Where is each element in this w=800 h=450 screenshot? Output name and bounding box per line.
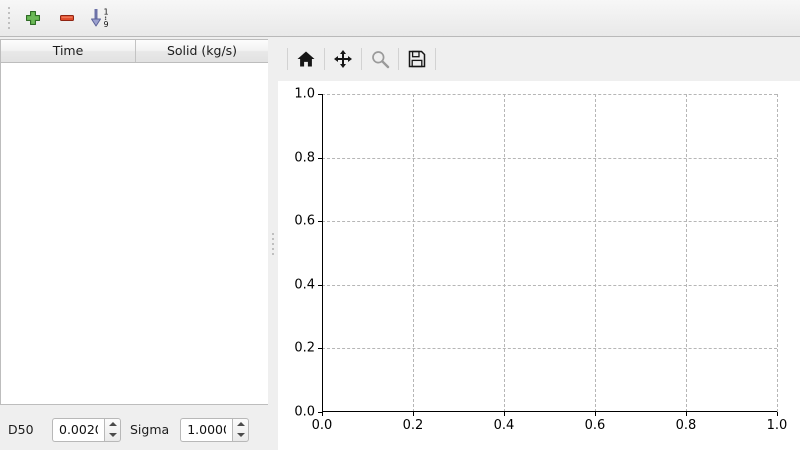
gridline-y-1.0: [322, 94, 777, 95]
table-toolbar: 1 9: [0, 0, 800, 37]
pan-move-icon: [334, 50, 352, 68]
x-ticklabel-0: 0.0: [311, 418, 333, 433]
plot-axes: 0.0 0.2 0.4 0.6 0.8 1.0 0.0 0.2 0.4 0: [294, 87, 787, 434]
pan-button[interactable]: [326, 43, 360, 75]
plus-icon: [26, 11, 40, 25]
x-tick-4: [686, 412, 687, 416]
svg-text:1: 1: [104, 8, 109, 17]
sigma-input[interactable]: [180, 417, 233, 442]
table-body[interactable]: [1, 63, 269, 404]
x-ticklabel-3: 0.6: [584, 418, 606, 433]
x-axis-spine: [322, 411, 777, 412]
y-ticklabel-0: 0.0: [294, 404, 315, 420]
column-header-solid[interactable]: Solid (kg/s): [136, 40, 269, 62]
toolbar-separator: [398, 48, 399, 70]
d50-label: D50: [8, 422, 34, 437]
d50-stepper[interactable]: [104, 417, 121, 442]
x-tick-5: [777, 412, 778, 416]
y-tick-4: [318, 157, 322, 159]
toolbar-separator: [435, 48, 436, 70]
x-tick-1: [413, 412, 414, 416]
gridline-x-0.4: [504, 94, 505, 412]
gridline-y-0.6: [322, 221, 777, 223]
data-table[interactable]: Time Solid (kg/s): [0, 39, 270, 405]
chevron-down-icon: [108, 433, 117, 437]
home-icon: [297, 51, 315, 67]
sigma-stepper[interactable]: [232, 417, 250, 442]
sigma-step-up[interactable]: [233, 419, 248, 430]
y-ticklabel-1: 0.2: [294, 340, 315, 356]
x-tick-3: [595, 412, 596, 416]
y-ticklabel-3: 0.6: [294, 213, 315, 229]
column-header-time[interactable]: Time: [1, 40, 136, 62]
sigma-spinbox[interactable]: [180, 417, 250, 442]
floppy-save-icon: [408, 50, 426, 68]
drag-handle[interactable]: [4, 5, 13, 31]
x-ticklabel-5: 1.0: [766, 418, 788, 433]
zoom-magnifier-icon: [372, 51, 390, 69]
x-ticklabel-1: 0.2: [402, 418, 424, 433]
toolbar-separator: [361, 48, 362, 70]
table-header-row: Time Solid (kg/s): [1, 40, 269, 63]
d50-step-down[interactable]: [105, 430, 120, 441]
y-tick-0: [318, 412, 322, 413]
x-tick-2: [504, 412, 505, 416]
home-button[interactable]: [289, 43, 323, 75]
x-ticklabel-4: 0.8: [675, 418, 697, 433]
sigma-step-down[interactable]: [233, 430, 248, 441]
toolbar-separator: [287, 48, 288, 70]
y-axis-spine: [322, 94, 323, 412]
gridline-x-0.8: [686, 94, 687, 412]
minus-icon: [60, 15, 74, 21]
plot-panel: 0.0 0.2 0.4 0.6 0.8 1.0 0.0 0.2 0.4 0: [278, 37, 800, 450]
chevron-up-icon: [108, 422, 117, 426]
zoom-button[interactable]: [363, 43, 397, 75]
splitter-grip: [272, 232, 274, 255]
sigma-label: Sigma: [130, 422, 170, 437]
sort-ascending-icon: 1 9: [91, 8, 109, 29]
parameter-row: D50 Sigma: [0, 409, 272, 450]
gridline-y-0.2: [322, 348, 777, 350]
y-tick-1: [318, 348, 322, 350]
x-tick-0: [322, 412, 323, 416]
gridline-y-0.4: [322, 284, 777, 286]
gridline-y-0.8: [322, 157, 777, 159]
y-ticklabel-4: 0.8: [294, 150, 315, 166]
x-ticklabel-2: 0.4: [493, 418, 515, 433]
gridline-x-1.0: [777, 94, 778, 412]
d50-step-up[interactable]: [105, 419, 120, 430]
toolbar-separator: [324, 48, 325, 70]
sort-ascending-button[interactable]: 1 9: [84, 3, 118, 33]
chevron-up-icon: [236, 422, 245, 426]
save-button[interactable]: [400, 43, 434, 75]
d50-spinbox[interactable]: [52, 417, 121, 442]
y-ticklabel-5: 1.0: [294, 86, 315, 102]
gridline-x-0.2: [413, 94, 414, 412]
y-tick-5: [318, 94, 322, 95]
chevron-down-icon: [236, 433, 245, 437]
add-row-button[interactable]: [16, 3, 50, 33]
y-tick-3: [318, 221, 322, 223]
panel-splitter[interactable]: [268, 37, 278, 450]
y-ticklabel-2: 0.4: [294, 277, 315, 293]
plot-canvas[interactable]: 0.0 0.2 0.4 0.6 0.8 1.0 0.0 0.2 0.4 0: [278, 81, 800, 450]
d50-input[interactable]: [52, 417, 104, 442]
matplotlib-navigation-toolbar: [278, 37, 800, 81]
data-table-panel: Time Solid (kg/s) D50 Sigma: [0, 37, 272, 450]
y-tick-2: [318, 284, 322, 286]
gridline-x-0.6: [595, 94, 596, 412]
svg-text:9: 9: [104, 20, 109, 29]
remove-row-button[interactable]: [50, 3, 84, 33]
